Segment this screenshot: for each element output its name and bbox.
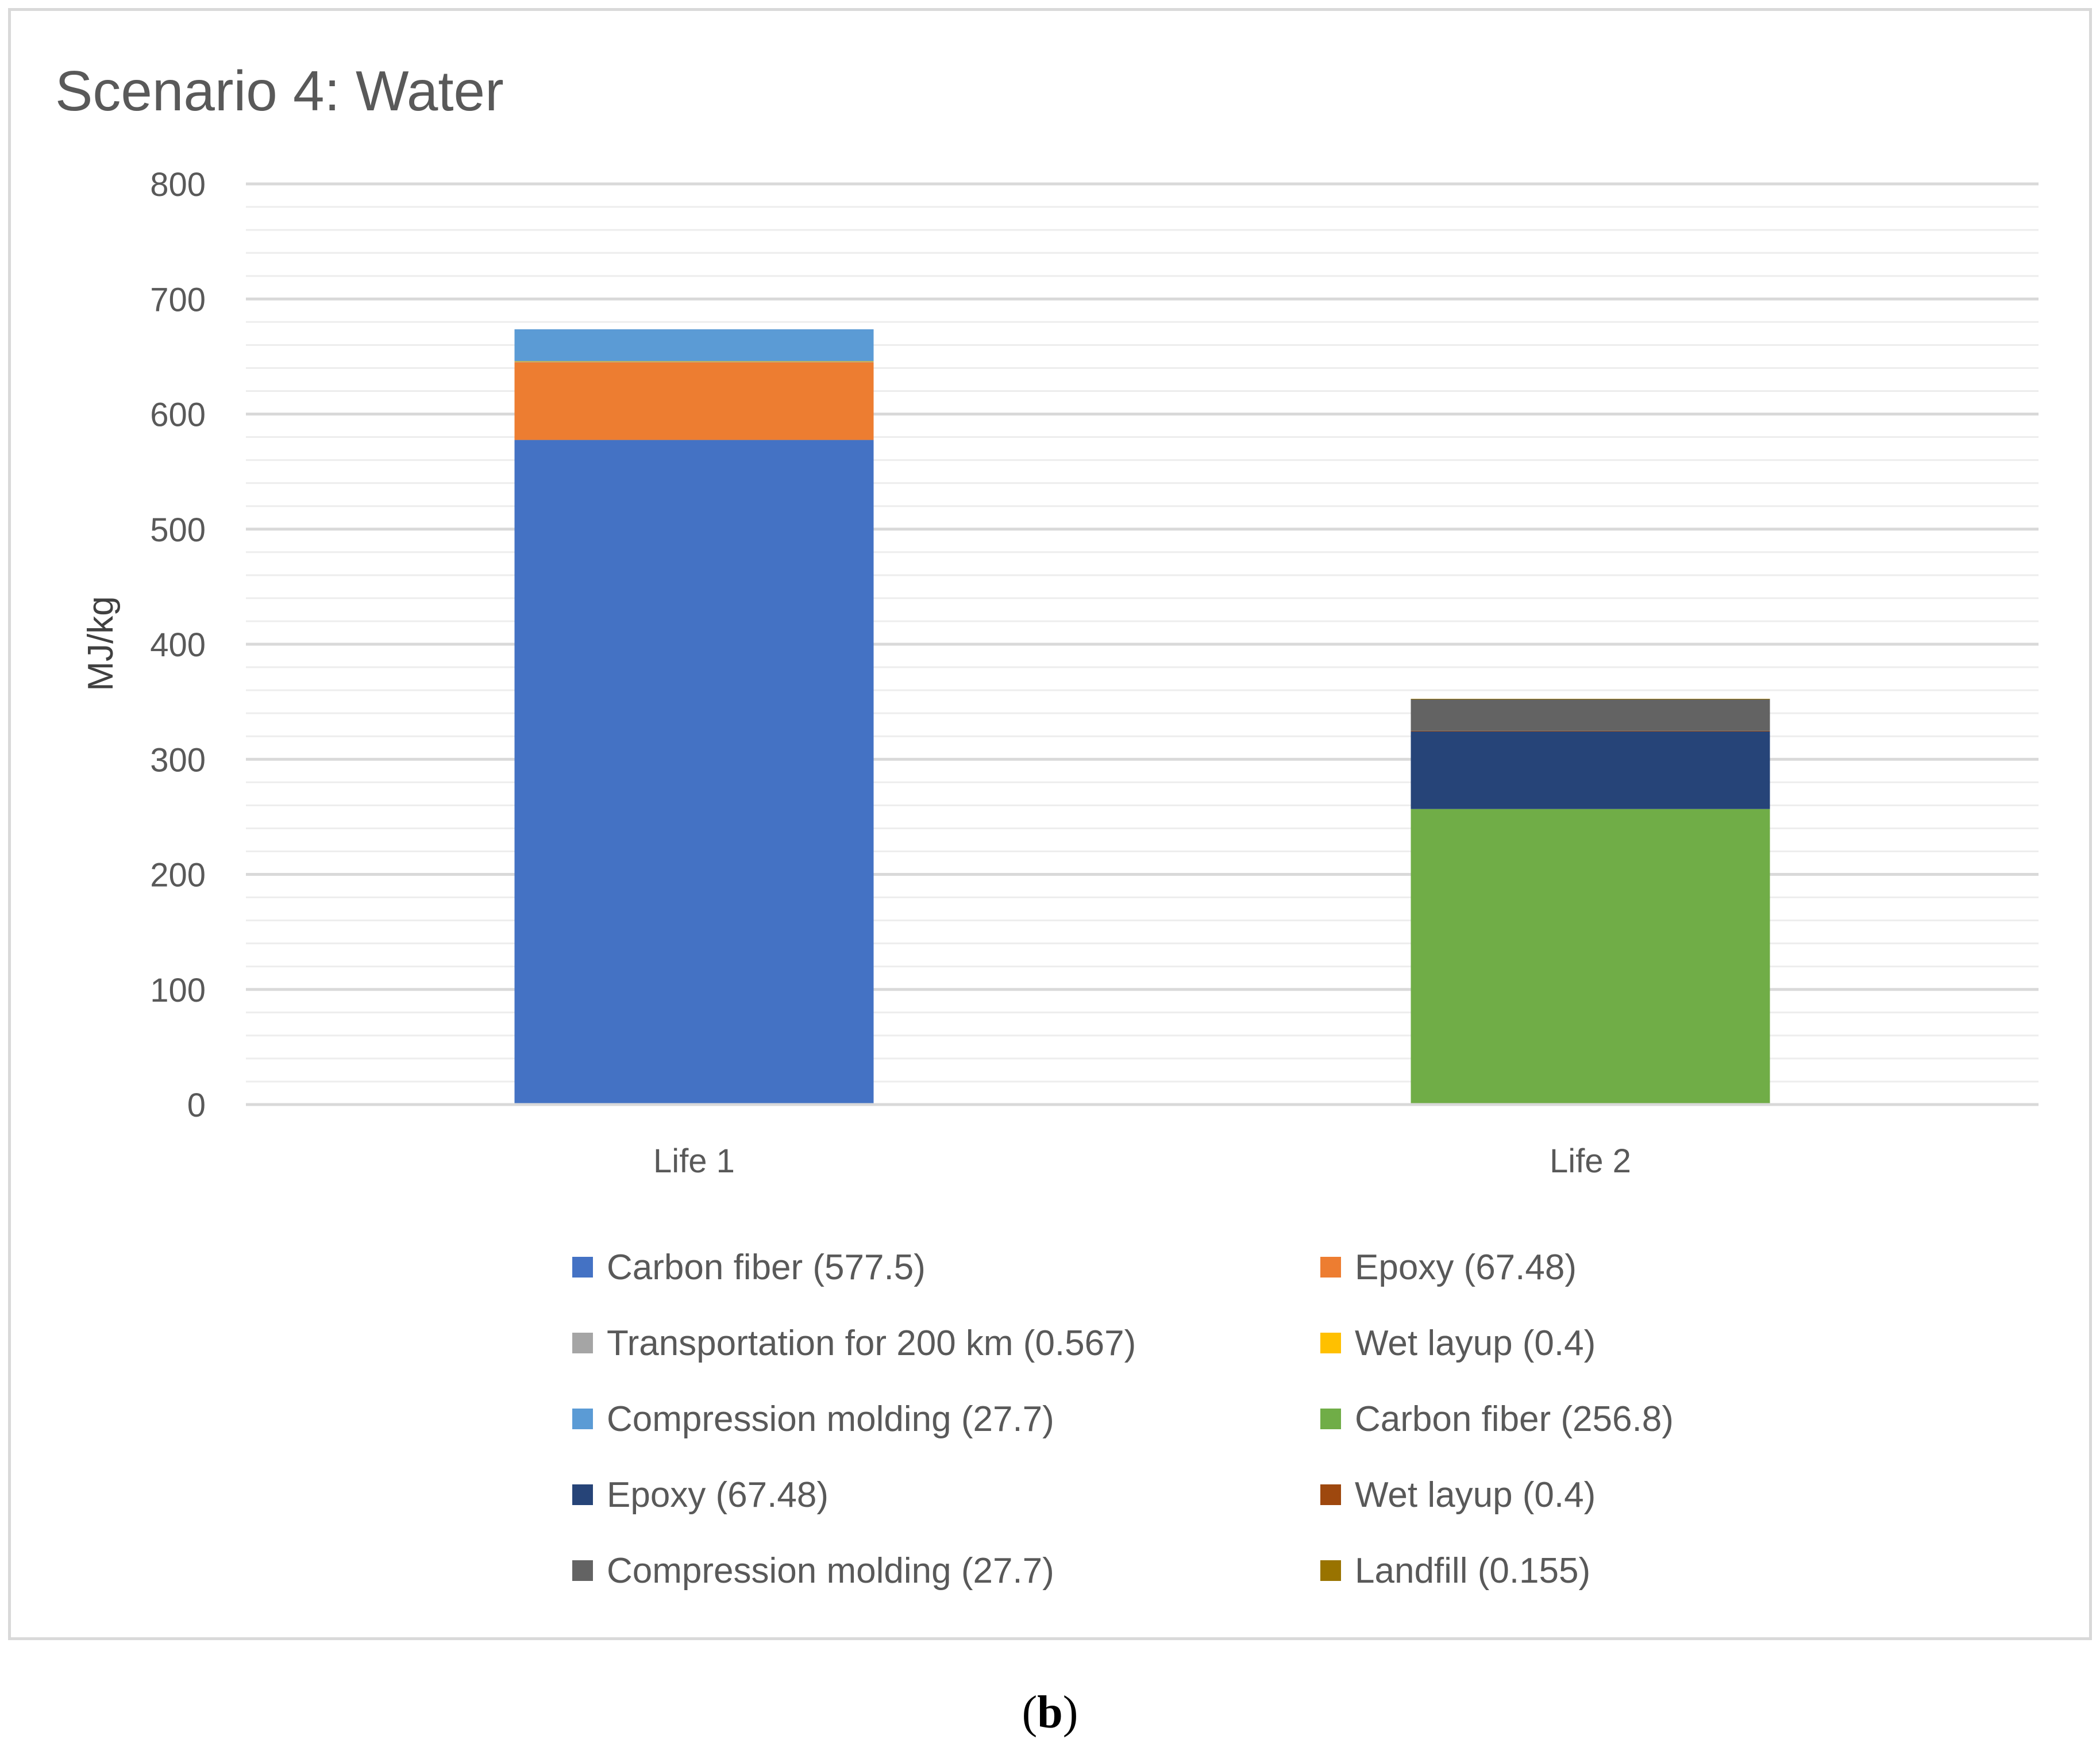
legend-swatch — [1320, 1333, 1341, 1353]
x-category-label: Life 1 — [653, 1142, 735, 1180]
bar-segment — [1411, 699, 1770, 731]
bar-segment — [514, 329, 874, 361]
legend-label: Epoxy (67.48) — [1355, 1248, 1577, 1287]
y-tick-label: 700 — [150, 281, 206, 318]
legend-swatch — [572, 1409, 593, 1429]
legend-swatch — [572, 1333, 593, 1353]
legend-swatch — [1320, 1409, 1341, 1429]
y-tick-label: 300 — [150, 741, 206, 779]
legend-label: Compression molding (27.7) — [607, 1551, 1054, 1591]
y-tick-label: 100 — [150, 972, 206, 1009]
bar-segment — [514, 362, 874, 440]
legend-swatch — [572, 1560, 593, 1581]
y-tick-label: 200 — [150, 857, 206, 894]
legend-label: Wet layup (0.4) — [1355, 1323, 1596, 1363]
legend-swatch — [1320, 1560, 1341, 1581]
legend-label: Transportation for 200 km (0.567) — [607, 1323, 1136, 1363]
legend-swatch — [1320, 1257, 1341, 1278]
legend-swatch — [1320, 1484, 1341, 1505]
legend-label: Carbon fiber (256.8) — [1355, 1399, 1674, 1439]
bar-segment — [514, 361, 874, 363]
bar-segment — [514, 440, 874, 1105]
chart-title: Scenario 4: Water — [55, 59, 504, 122]
panel-label: (b) — [1022, 1687, 1078, 1738]
legend-label: Carbon fiber (577.5) — [607, 1248, 926, 1287]
panel-letter: b — [1037, 1687, 1063, 1738]
y-tick-label: 500 — [150, 511, 206, 549]
y-tick-label: 600 — [150, 397, 206, 434]
bar-segment — [1411, 809, 1770, 1105]
bar-segment — [1411, 731, 1770, 809]
legend-label: Epoxy (67.48) — [607, 1475, 829, 1515]
chart-canvas: 0 100 200 300 400 500 600 700 800 Life 1 Life 2 Sce… — [55, 59, 2039, 1591]
x-category-label: Life 2 — [1550, 1142, 1631, 1180]
y-axis-label: MJ/kg — [81, 596, 121, 691]
legend-label: Landfill (0.155) — [1355, 1551, 1590, 1591]
y-tick-label: 0 — [187, 1087, 206, 1124]
legend-swatch — [572, 1484, 593, 1505]
bar-segment — [1411, 730, 1770, 732]
y-tick-label: 800 — [150, 166, 206, 203]
legend-label: Wet layup (0.4) — [1355, 1475, 1596, 1515]
legend-label: Compression molding (27.7) — [607, 1399, 1054, 1439]
legend-swatch — [572, 1257, 593, 1278]
y-tick-label: 400 — [150, 626, 206, 664]
